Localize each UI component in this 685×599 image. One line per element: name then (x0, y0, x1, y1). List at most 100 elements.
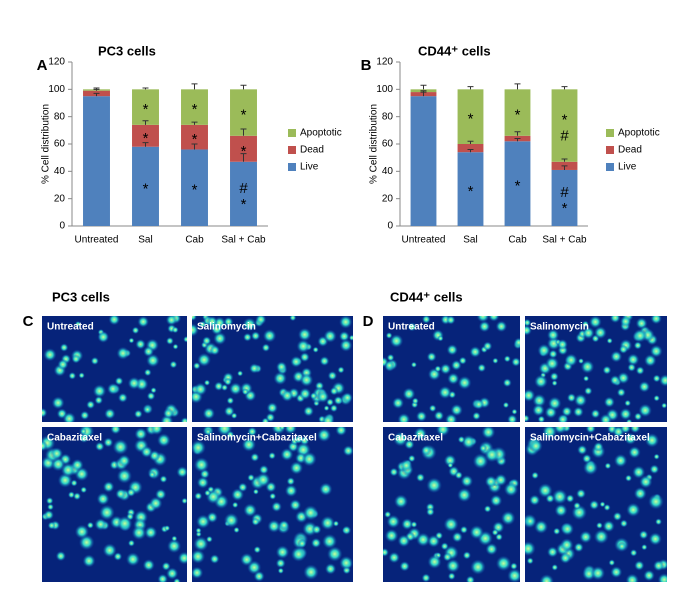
micrograph-label: Cabazitaxel (47, 433, 102, 444)
cell (626, 353, 640, 366)
cell (144, 525, 158, 540)
cell (180, 417, 187, 422)
cell (275, 361, 288, 373)
micrograph: Untreated (42, 316, 187, 422)
cell (470, 559, 486, 575)
cell (397, 534, 411, 548)
cell (437, 335, 444, 342)
cell (633, 328, 648, 343)
cell (131, 525, 147, 541)
cells (383, 427, 520, 582)
cell (612, 511, 623, 522)
y-axis-label: % Cell distribution (369, 104, 380, 184)
micrograph-bg (42, 316, 187, 422)
cell (500, 510, 516, 526)
cell (115, 488, 127, 500)
cell (204, 489, 211, 497)
cell (148, 470, 156, 479)
cell (156, 433, 171, 448)
cell (481, 427, 496, 440)
significance-mark: * (562, 112, 568, 129)
cell (389, 334, 404, 348)
chart-title: CD44⁺ cells (418, 43, 491, 58)
bar-segment (230, 161, 257, 226)
cell (192, 566, 204, 580)
cell (641, 543, 648, 551)
cell (460, 474, 474, 488)
cell (619, 407, 632, 421)
cell (459, 525, 468, 534)
significance-mark: * (515, 178, 521, 195)
cell (43, 509, 55, 521)
cell (606, 337, 613, 344)
cell (400, 459, 413, 472)
cell (134, 427, 148, 441)
cell (469, 346, 482, 358)
cell (205, 535, 213, 543)
cell (384, 528, 399, 543)
cell (546, 546, 559, 558)
cell (162, 407, 174, 419)
cell (94, 395, 104, 405)
cell (618, 344, 629, 354)
cell (582, 453, 592, 464)
cell (268, 451, 276, 460)
cell (142, 558, 155, 572)
cell (289, 316, 297, 322)
cell (116, 468, 133, 484)
cell (388, 551, 400, 564)
cell (97, 331, 110, 343)
cell (495, 555, 512, 572)
significance-mark: * (468, 111, 474, 128)
cell (203, 379, 211, 386)
cell (421, 316, 431, 324)
cell (165, 336, 174, 345)
cell (311, 524, 322, 535)
cell (94, 518, 107, 531)
cell (319, 356, 330, 367)
cell (71, 354, 81, 364)
legend-label: Apoptotic (618, 128, 660, 139)
significance-mark: # (239, 180, 248, 197)
cell (183, 336, 187, 343)
error-bar (142, 87, 149, 90)
cell (579, 530, 593, 544)
cell (582, 375, 590, 382)
cell (590, 408, 601, 419)
cell (150, 427, 164, 436)
cell (482, 341, 493, 351)
x-tick-label: Untreated (75, 235, 119, 246)
cell (532, 393, 547, 408)
cell (415, 473, 425, 483)
cell (559, 538, 574, 552)
cell (320, 515, 335, 531)
cell (610, 566, 623, 579)
panel-letter: B (361, 57, 372, 74)
cell (59, 343, 69, 352)
error-bar (142, 142, 149, 147)
cell (42, 440, 48, 452)
cell (213, 331, 227, 346)
cell (491, 528, 499, 536)
cell (45, 497, 54, 505)
bar-segment (132, 146, 159, 226)
cell (386, 514, 401, 529)
cells (192, 427, 353, 582)
cell (584, 386, 593, 396)
cell (565, 494, 575, 503)
cell (549, 372, 559, 382)
error-bar (93, 92, 100, 97)
micrograph-label: Untreated (388, 322, 435, 333)
cell (213, 381, 224, 392)
y-tick-label: 0 (59, 221, 65, 232)
cell (60, 462, 76, 478)
cell (443, 516, 459, 532)
cell (635, 366, 645, 375)
y-tick-label: 20 (54, 193, 66, 204)
cell (410, 361, 418, 368)
cell (440, 542, 449, 551)
cell (652, 374, 661, 383)
cell (502, 401, 510, 409)
cell (461, 434, 476, 450)
cell (510, 562, 518, 571)
